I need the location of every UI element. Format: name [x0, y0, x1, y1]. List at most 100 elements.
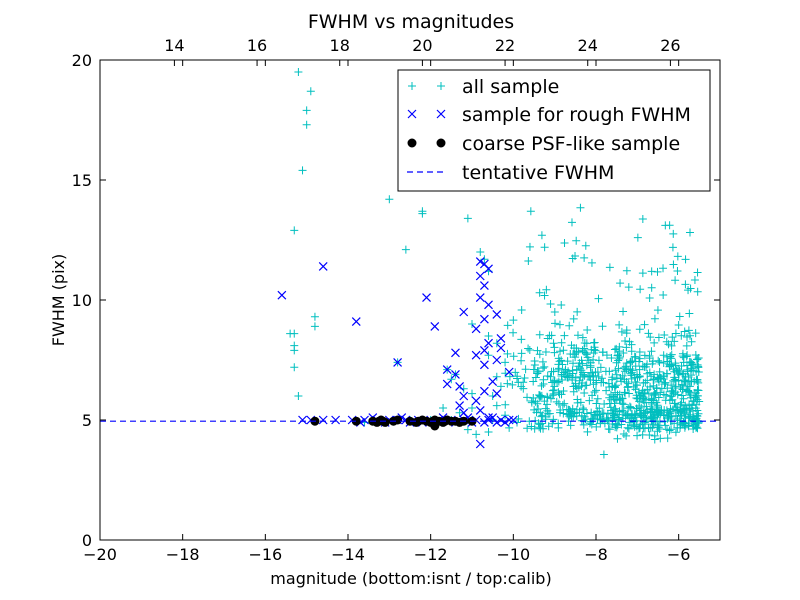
data-point-rough-fwhm	[484, 415, 493, 425]
data-point-all-sample	[650, 370, 659, 379]
data-point-all-sample	[610, 399, 619, 408]
data-point-all-sample	[592, 399, 601, 408]
data-point-all-sample	[685, 228, 694, 237]
data-point-all-sample	[615, 320, 624, 329]
data-point-rough-fwhm	[479, 386, 489, 396]
data-point-rough-fwhm	[479, 345, 489, 355]
data-point-all-sample	[549, 415, 558, 424]
data-point-all-sample	[484, 332, 493, 340]
x-tick-label: −10	[496, 545, 530, 564]
data-point-all-sample	[492, 401, 501, 410]
data-point-all-sample	[593, 394, 602, 403]
data-point-all-sample	[535, 330, 544, 339]
data-point-all-sample	[557, 390, 566, 399]
data-point-all-sample	[685, 357, 694, 366]
data-point-all-sample	[634, 388, 643, 397]
data-point-all-sample	[581, 381, 590, 390]
data-point-all-sample	[678, 370, 687, 379]
data-point-all-sample	[678, 349, 687, 358]
data-point-all-sample	[526, 207, 535, 216]
data-point-all-sample	[579, 370, 588, 379]
data-point-all-sample	[583, 427, 592, 436]
data-point-rough-fwhm	[277, 290, 287, 300]
data-point-psf-like	[393, 415, 403, 425]
data-point-all-sample	[306, 87, 315, 96]
data-point-all-sample	[672, 411, 681, 420]
data-point-all-sample	[578, 404, 587, 413]
top-x-tick-label: 26	[660, 36, 680, 55]
data-point-all-sample	[625, 389, 634, 398]
data-point-all-sample	[622, 359, 631, 368]
data-point-all-sample	[622, 343, 631, 352]
data-point-all-sample	[607, 353, 616, 362]
data-point-all-sample	[511, 368, 520, 377]
data-point-all-sample	[639, 378, 648, 387]
data-point-all-sample	[560, 239, 569, 247]
data-point-all-sample	[638, 430, 647, 439]
data-point-all-sample	[659, 390, 668, 399]
data-point-all-sample	[671, 329, 680, 338]
data-point-all-sample	[559, 346, 568, 355]
data-point-all-sample	[624, 382, 633, 391]
data-point-all-sample	[527, 398, 536, 407]
top-x-tick-label: 16	[247, 36, 267, 55]
data-point-all-sample	[459, 384, 468, 393]
data-point-all-sample	[594, 294, 603, 303]
data-point-all-sample	[604, 425, 613, 434]
data-point-rough-fwhm	[479, 281, 489, 291]
data-point-all-sample	[554, 365, 563, 374]
data-point-all-sample	[659, 411, 668, 420]
data-point-all-sample	[290, 363, 299, 372]
data-point-all-sample	[401, 245, 410, 254]
data-point-psf-like	[430, 421, 440, 431]
data-point-all-sample	[693, 287, 702, 296]
data-point-all-sample	[598, 374, 607, 383]
data-point-all-sample	[517, 335, 526, 344]
legend-label-all-sample: all sample	[462, 76, 559, 98]
data-point-all-sample	[665, 362, 674, 371]
y-axis-label: FWHM (pix)	[49, 254, 68, 347]
data-point-all-sample	[567, 218, 576, 227]
data-point-all-sample	[640, 320, 649, 329]
top-x-tick-label: 24	[578, 36, 598, 55]
data-point-all-sample	[594, 356, 603, 365]
data-point-all-sample	[585, 419, 594, 428]
data-point-all-sample	[673, 252, 682, 261]
data-point-all-sample	[463, 425, 472, 434]
data-point-rough-fwhm	[318, 415, 328, 425]
data-point-all-sample	[618, 406, 627, 415]
data-point-all-sample	[591, 410, 600, 419]
data-point-all-sample	[556, 347, 565, 356]
data-point-all-sample	[488, 392, 497, 400]
data-point-all-sample	[561, 365, 570, 374]
data-point-all-sample	[650, 435, 659, 444]
data-point-all-sample	[655, 358, 664, 367]
data-point-all-sample	[619, 400, 628, 409]
data-point-all-sample	[606, 390, 615, 399]
data-point-all-sample	[590, 387, 599, 396]
data-point-all-sample	[640, 351, 649, 360]
y-tick-label: 20	[72, 51, 92, 70]
data-point-all-sample	[690, 275, 699, 284]
data-point-all-sample	[513, 418, 522, 427]
data-point-all-sample	[655, 367, 664, 376]
data-point-all-sample	[484, 428, 493, 436]
data-point-all-sample	[677, 362, 686, 371]
data-point-all-sample	[684, 387, 693, 396]
data-point-all-sample	[627, 368, 636, 377]
data-point-all-sample	[555, 320, 564, 329]
data-point-all-sample	[624, 404, 633, 413]
data-point-all-sample	[661, 378, 670, 387]
data-point-all-sample	[463, 214, 472, 223]
data-point-all-sample	[635, 372, 644, 381]
data-point-all-sample	[673, 423, 682, 432]
data-point-all-sample	[675, 312, 684, 321]
data-point-all-sample	[679, 375, 688, 384]
data-point-all-sample	[577, 366, 586, 375]
data-point-all-sample	[629, 416, 638, 425]
data-point-all-sample	[694, 419, 703, 428]
data-point-all-sample	[550, 343, 559, 352]
data-point-all-sample	[607, 406, 616, 415]
data-point-all-sample	[599, 450, 608, 459]
data-point-all-sample	[492, 339, 501, 348]
